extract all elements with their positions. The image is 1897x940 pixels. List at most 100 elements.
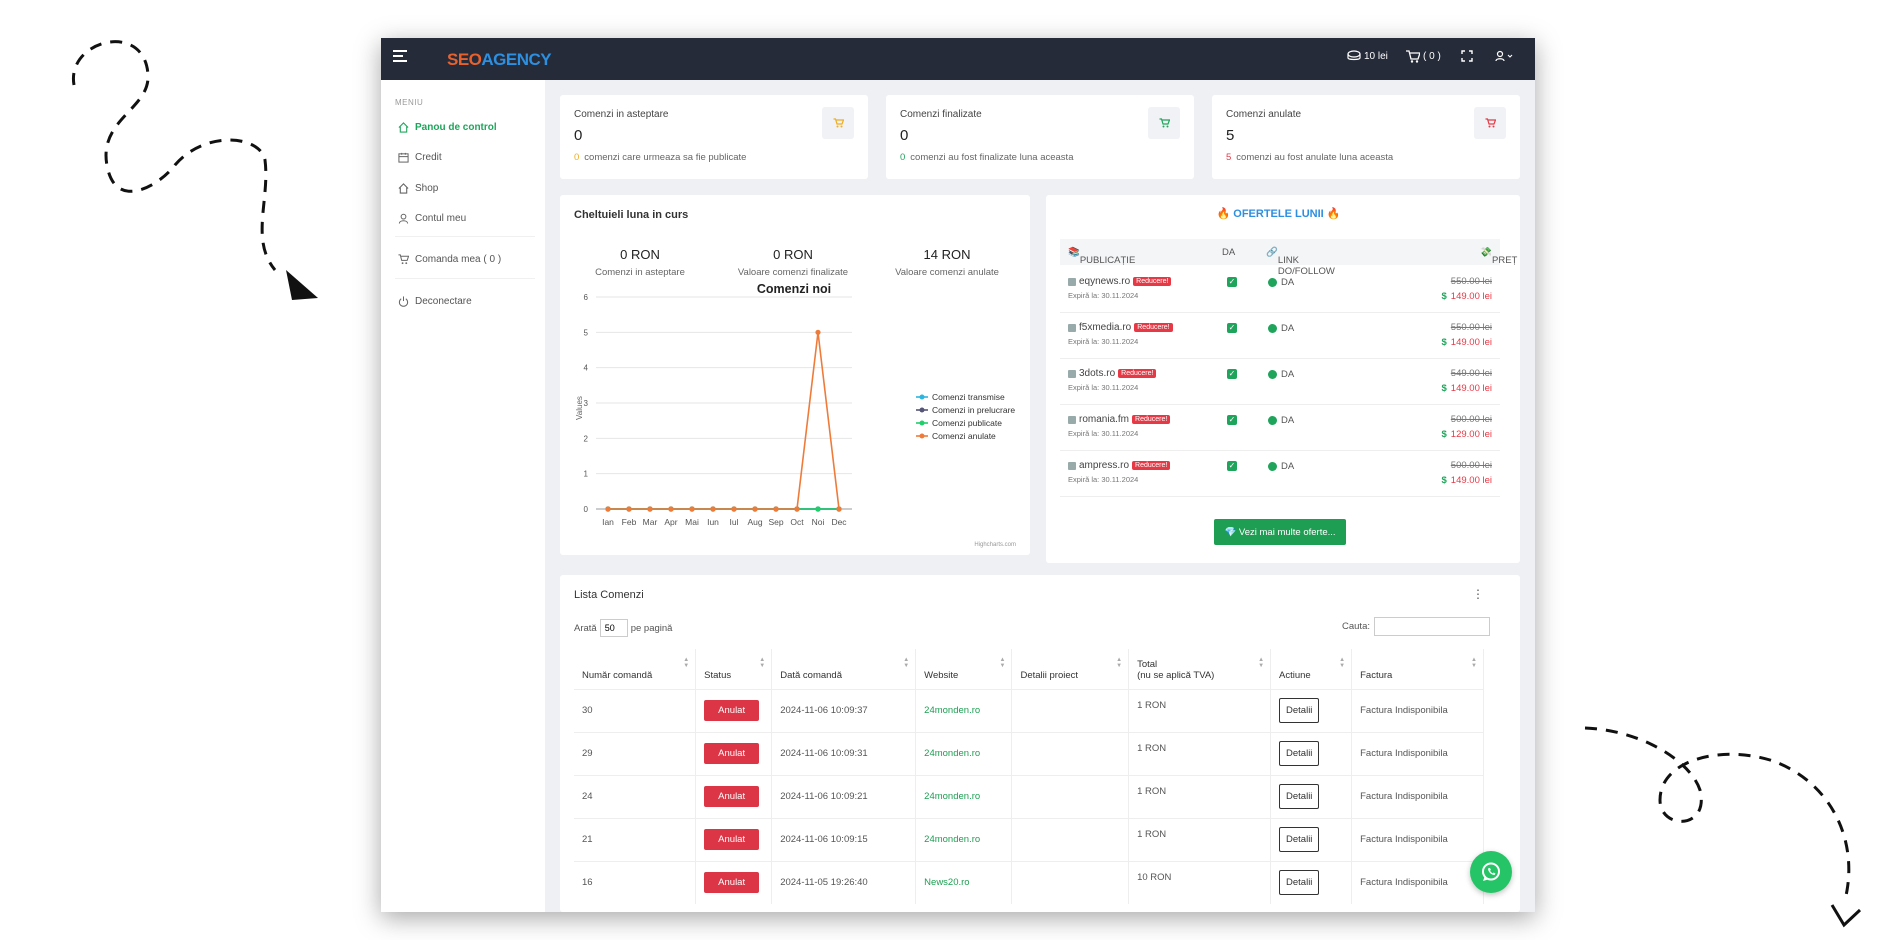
status-dot-icon [1268, 278, 1277, 287]
y-tick-label: 1 [584, 470, 589, 479]
data-point[interactable] [689, 506, 695, 512]
top-bar: SEOAGENCY 10 lei ( 0 ) [381, 38, 1535, 80]
data-point[interactable] [710, 506, 716, 512]
legend-item[interactable]: Comenzi publicate [932, 418, 1002, 428]
x-tick-label: Apr [664, 517, 677, 527]
page-length-suffix: pe pagină [630, 622, 673, 634]
sidebar-item-label: Contul meu [415, 213, 467, 224]
legend-item[interactable]: Comenzi transmise [932, 392, 1005, 402]
data-point[interactable] [773, 506, 779, 512]
sidebar-item-contul-meu[interactable]: Contul meu [398, 213, 466, 224]
details-button[interactable]: Detalii [1279, 827, 1320, 852]
order-date: 2024-11-06 10:09:31 [771, 731, 917, 775]
data-point[interactable] [836, 506, 842, 512]
sidebar-item-comanda-mea[interactable]: Comanda mea ( 0 ) [398, 254, 501, 265]
col-pret-label: PREȚ [1492, 255, 1518, 266]
data-point[interactable] [794, 506, 800, 512]
offer-new-price: $129.00 lei [1442, 429, 1493, 440]
sidebar-item-deconectare[interactable]: Deconectare [398, 296, 472, 307]
order-website-cell: 24monden.ro [915, 774, 1013, 818]
column-header-label: Detalii proiect [1020, 669, 1079, 681]
data-point[interactable] [752, 506, 758, 512]
sidebar-item-label: Panou de control [415, 122, 497, 133]
more-offers-label: Vezi mai multe oferte... [1238, 526, 1336, 538]
column-header[interactable]: Factura ▲ ▼ [1351, 649, 1484, 689]
details-button[interactable]: Detalii [1279, 784, 1320, 809]
legend-item[interactable]: Comenzi anulate [932, 431, 996, 441]
table-row: 16 Anulat 2024-11-05 19:26:40 News20.ro … [574, 860, 1484, 904]
offer-publication[interactable]: ampress.ro Reducere! [1068, 460, 1171, 471]
offer-row: ampress.ro Reducere! Expiră la: 30.11.202… [1060, 451, 1500, 497]
cart-icon [1406, 50, 1420, 63]
legend-item[interactable]: Comenzi in prelucrare [932, 405, 1015, 415]
col-publicatie: 📚 PUBLICAȚIE [1068, 247, 1136, 266]
credit-balance[interactable]: 10 lei [1347, 50, 1388, 62]
order-date: 2024-11-05 19:26:40 [771, 860, 917, 904]
data-point[interactable] [605, 506, 611, 512]
order-website-link[interactable]: 24monden.ro [924, 705, 981, 716]
check-icon: ✓ [1227, 461, 1237, 471]
order-website-link[interactable]: News20.ro [924, 877, 970, 889]
user-menu-button[interactable] [1495, 50, 1513, 62]
column-header[interactable]: Dată comandă ▲ ▼ [771, 649, 917, 689]
order-number: 24 [574, 774, 697, 818]
offer-publication[interactable]: 3dots.ro Reducere! [1068, 368, 1157, 379]
page-length-input[interactable] [599, 619, 628, 637]
details-button[interactable]: Detalii [1279, 870, 1320, 896]
offer-new-price: $149.00 lei [1442, 291, 1493, 302]
cart-button[interactable]: ( 0 ) [1405, 50, 1441, 63]
offer-name: ampress.ro [1079, 460, 1130, 471]
more-options-icon[interactable]: ⋮ [1472, 587, 1484, 601]
app-window: SEOAGENCY 10 lei ( 0 ) MENIU Panou de co… [381, 38, 1535, 912]
offer-publication[interactable]: eqynews.ro Reducere! [1068, 276, 1172, 287]
x-tick-label: Oct [790, 517, 804, 527]
order-website-link[interactable]: 24monden.ro [924, 834, 981, 845]
offer-publication[interactable]: romania.fm Reducere! [1068, 414, 1171, 425]
y-tick-label: 3 [584, 399, 589, 408]
order-total: 1 RON [1128, 731, 1272, 775]
column-header[interactable]: Actiune ▲ ▼ [1270, 649, 1353, 689]
column-header[interactable]: Număr comandă ▲ ▼ [574, 649, 697, 689]
column-header[interactable]: Total (nu se aplică TVA) ▲ ▼ [1128, 649, 1272, 689]
offer-publication[interactable]: f5xmedia.ro Reducere! [1068, 322, 1173, 333]
offer-link-type: DA [1281, 415, 1295, 426]
whatsapp-button[interactable] [1470, 851, 1512, 893]
search-label: Cauta: [1342, 621, 1370, 632]
chart-credit[interactable]: Highcharts.com [974, 542, 1016, 548]
column-header[interactable]: Website ▲ ▼ [915, 649, 1013, 689]
more-offers-button[interactable]: 💎 Vezi mai multe oferte... [1214, 519, 1346, 545]
data-point[interactable] [815, 329, 821, 335]
y-tick-label: 6 [584, 293, 589, 302]
data-point[interactable] [731, 506, 737, 512]
stat-label: Comenzi anulate [1226, 109, 1302, 120]
sidebar-item-shop[interactable]: Shop [398, 183, 438, 194]
order-website-link[interactable]: 24monden.ro [924, 791, 981, 802]
discount-badge: Reducere! [1133, 277, 1172, 286]
menu-toggle-icon[interactable] [393, 50, 407, 64]
data-point[interactable] [626, 506, 632, 512]
order-status-cell: Anulat [695, 731, 773, 775]
y-tick-label: 5 [584, 328, 589, 337]
data-point[interactable] [668, 506, 674, 512]
spend-title: Cheltuieli luna in curs [574, 209, 689, 221]
sidebar-item-credit[interactable]: Credit [398, 152, 442, 163]
legend-marker [919, 433, 925, 439]
column-header[interactable]: Detalii proiect ▲ ▼ [1011, 649, 1130, 689]
data-point[interactable] [647, 506, 653, 512]
newspaper-icon [1068, 369, 1076, 378]
search-input[interactable] [1374, 617, 1490, 636]
discount-badge: Reducere! [1132, 415, 1171, 424]
sort-icon: ▲ ▼ [683, 657, 690, 669]
stat-value: 0 [900, 127, 909, 144]
order-website-link[interactable]: 24monden.ro [924, 748, 981, 759]
data-point[interactable] [815, 506, 821, 512]
details-button[interactable]: Detalii [1279, 698, 1320, 723]
dollar-icon: $ [1441, 291, 1447, 302]
logo[interactable]: SEOAGENCY [447, 50, 552, 70]
column-header-label: Număr comandă [582, 669, 653, 681]
home-icon [398, 183, 409, 194]
sidebar-item-panou[interactable]: Panou de control [398, 122, 497, 133]
fullscreen-button[interactable] [1461, 50, 1473, 62]
column-header[interactable]: Status ▲ ▼ [695, 649, 773, 689]
details-button[interactable]: Detalii [1279, 741, 1320, 766]
